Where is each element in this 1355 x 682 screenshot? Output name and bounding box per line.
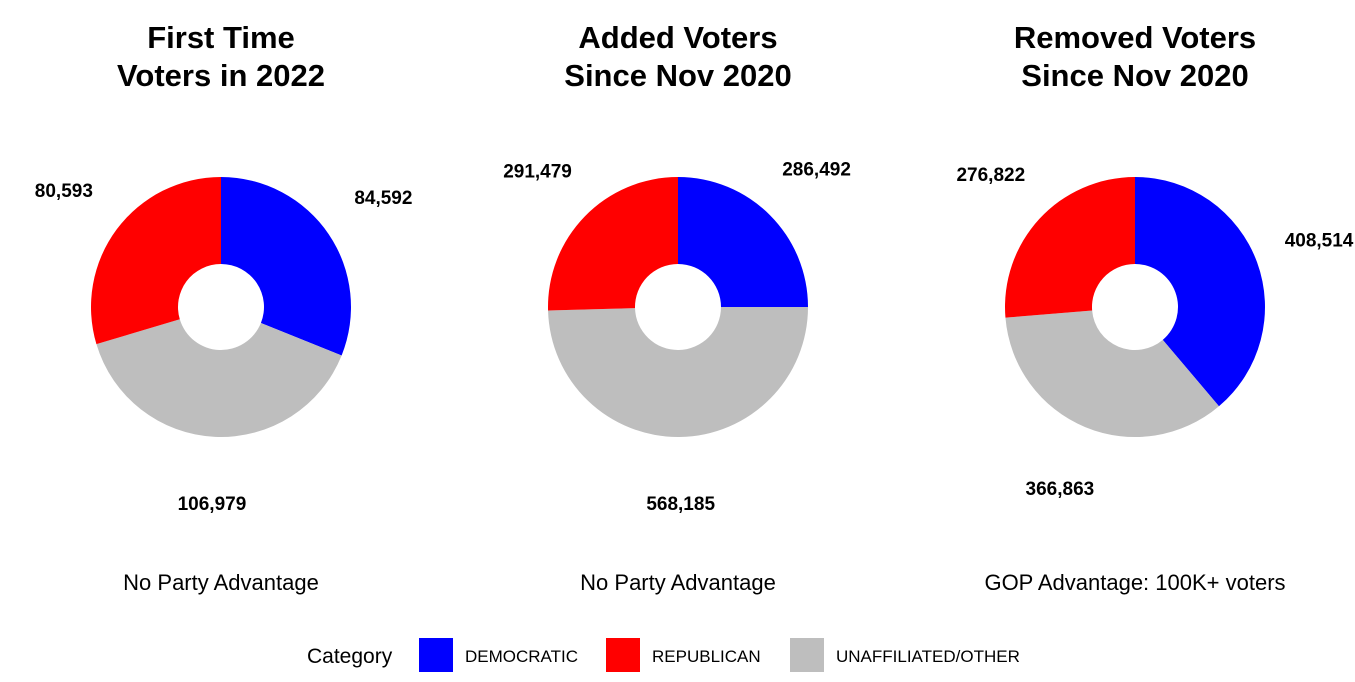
slice-republican (548, 177, 678, 311)
slice-democratic (678, 177, 808, 307)
value-label-democratic: 84,592 (354, 188, 412, 209)
value-label-republican: 80,593 (35, 181, 93, 202)
legend-title: Category (307, 645, 393, 668)
value-label-unaffiliated: 106,979 (178, 494, 247, 515)
value-label-republican: 291,479 (503, 161, 572, 182)
legend-label-democratic: DEMOCRATIC (465, 647, 578, 666)
legend-swatch-unaffiliated (790, 638, 824, 672)
chart-caption: GOP Advantage: 100K+ voters (984, 570, 1285, 595)
legend-label-unaffiliated: UNAFFILIATED/OTHER (836, 647, 1020, 666)
slice-republican (1005, 177, 1135, 318)
value-label-democratic: 286,492 (782, 159, 851, 180)
legend-swatch-republican (606, 638, 640, 672)
legend-label-republican: REPUBLICAN (652, 647, 761, 666)
value-label-unaffiliated: 568,185 (646, 494, 715, 515)
legend: Category DEMOCRATIC REPUBLICAN UNAFFILIATED… (0, 634, 1355, 674)
slice-democratic (1135, 177, 1265, 407)
slice-republican (91, 177, 221, 345)
slice-democratic (221, 177, 351, 356)
chart-title-line: Since Nov 2020 (1021, 58, 1248, 93)
value-label-republican: 276,822 (956, 165, 1025, 186)
chart-title-line: Voters in 2022 (117, 58, 325, 93)
slice-unaffiliated (1005, 310, 1219, 437)
chart-caption: No Party Advantage (123, 570, 319, 595)
slice-unaffiliated (548, 306, 809, 438)
slice-unaffiliated (96, 319, 342, 437)
chart-caption: No Party Advantage (580, 570, 776, 595)
chart-title-line: Added Voters (578, 20, 777, 55)
value-label-unaffiliated: 366,863 (1026, 479, 1095, 500)
chart-title-line: Since Nov 2020 (564, 58, 791, 93)
chart-title-line: Removed Voters (1014, 20, 1256, 55)
value-label-democratic: 408,514 (1285, 231, 1354, 252)
chart-title-line: First Time (147, 20, 295, 55)
legend-swatch-democratic (419, 638, 453, 672)
